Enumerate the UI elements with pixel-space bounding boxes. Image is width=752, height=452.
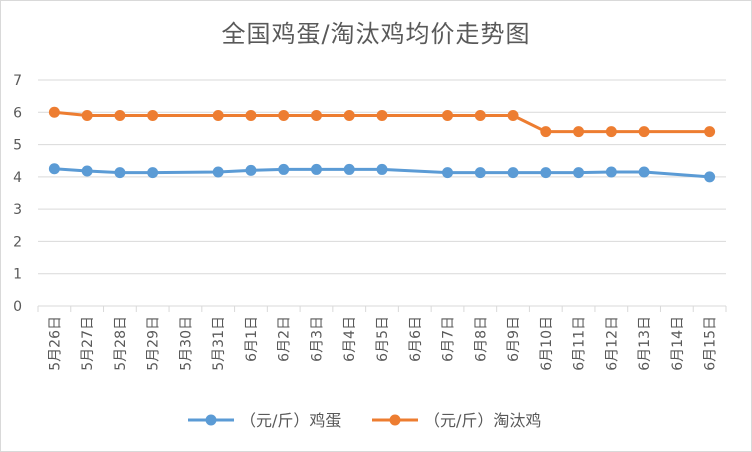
x-tick-label: 6月8日	[473, 316, 489, 362]
x-tick-label: 6月11日	[572, 316, 588, 371]
x-tick-label: 5月27日	[80, 316, 96, 371]
data-point	[48, 106, 60, 118]
y-axis-ticks: 0 1 2 3 4 5 6 7	[13, 73, 22, 315]
y-tick-label: 4	[13, 170, 22, 186]
data-point	[540, 167, 552, 179]
data-point	[81, 165, 93, 177]
data-point	[540, 126, 552, 138]
y-tick-label: 0	[13, 299, 22, 315]
legend-marker	[389, 414, 401, 426]
data-point	[147, 110, 159, 122]
x-tick-label: 5月26日	[47, 316, 63, 371]
data-point	[442, 110, 454, 122]
chart-title: 全国鸡蛋/淘汰鸡均价走势图	[221, 20, 531, 48]
legend-label: （元/斤）淘汰鸡	[424, 411, 541, 430]
data-point	[376, 163, 388, 175]
x-tick-label: 6月12日	[604, 316, 620, 371]
data-point	[310, 163, 322, 175]
x-axis-ticks: 5月26日 5月27日 5月28日 5月29日 5月30日 5月31日 6月1日 6月2日 6月…	[37, 306, 727, 371]
data-point	[278, 163, 290, 175]
data-point	[114, 110, 126, 122]
legend-label: （元/斤）鸡蛋	[240, 411, 341, 430]
data-point	[573, 126, 585, 138]
data-point	[147, 167, 159, 179]
data-point	[605, 126, 617, 138]
data-point	[638, 126, 650, 138]
data-point	[212, 110, 224, 122]
data-point	[343, 163, 355, 175]
x-tick-label: 5月28日	[113, 316, 129, 371]
y-tick-label: 5	[13, 138, 22, 154]
y-tick-label: 2	[13, 234, 22, 250]
y-tick-label: 6	[13, 105, 22, 121]
data-point	[343, 110, 355, 122]
x-tick-label: 6月1日	[244, 316, 260, 362]
x-tick-label: 6月5日	[375, 316, 391, 362]
data-point	[245, 164, 257, 176]
data-point	[573, 167, 585, 179]
x-tick-label: 5月30日	[178, 316, 194, 371]
data-point	[245, 110, 257, 122]
data-point	[605, 166, 617, 178]
x-tick-label: 6月6日	[408, 316, 424, 362]
x-tick-label: 6月7日	[441, 316, 457, 362]
series-group	[48, 106, 716, 183]
x-tick-label: 6月2日	[277, 316, 293, 362]
y-tick-label: 3	[13, 202, 22, 218]
x-tick-label: 6月15日	[703, 316, 719, 371]
legend-marker	[205, 414, 217, 426]
data-point	[376, 110, 388, 122]
data-point	[310, 110, 322, 122]
data-point	[474, 110, 486, 122]
data-point	[81, 110, 93, 122]
data-point	[278, 110, 290, 122]
x-tick-label: 6月9日	[506, 316, 522, 362]
data-point	[442, 167, 454, 179]
legend: （元/斤）鸡蛋 （元/斤）淘汰鸡	[188, 411, 541, 430]
data-point	[704, 171, 716, 183]
x-tick-label: 5月31日	[211, 316, 227, 371]
data-point	[474, 167, 486, 179]
x-tick-label: 6月10日	[539, 316, 555, 371]
data-point	[507, 167, 519, 179]
x-tick-label: 6月3日	[309, 316, 325, 362]
y-tick-label: 7	[13, 73, 22, 89]
data-point	[212, 166, 224, 178]
data-point	[507, 110, 519, 122]
data-point	[704, 126, 716, 138]
data-point	[638, 166, 650, 178]
y-tick-label: 1	[13, 267, 22, 283]
x-tick-label: 6月14日	[670, 316, 686, 371]
x-tick-label: 5月29日	[146, 316, 162, 371]
x-tick-label: 6月13日	[637, 316, 653, 371]
data-point	[48, 163, 60, 175]
x-tick-label: 6月4日	[342, 316, 358, 362]
data-point	[114, 167, 126, 179]
